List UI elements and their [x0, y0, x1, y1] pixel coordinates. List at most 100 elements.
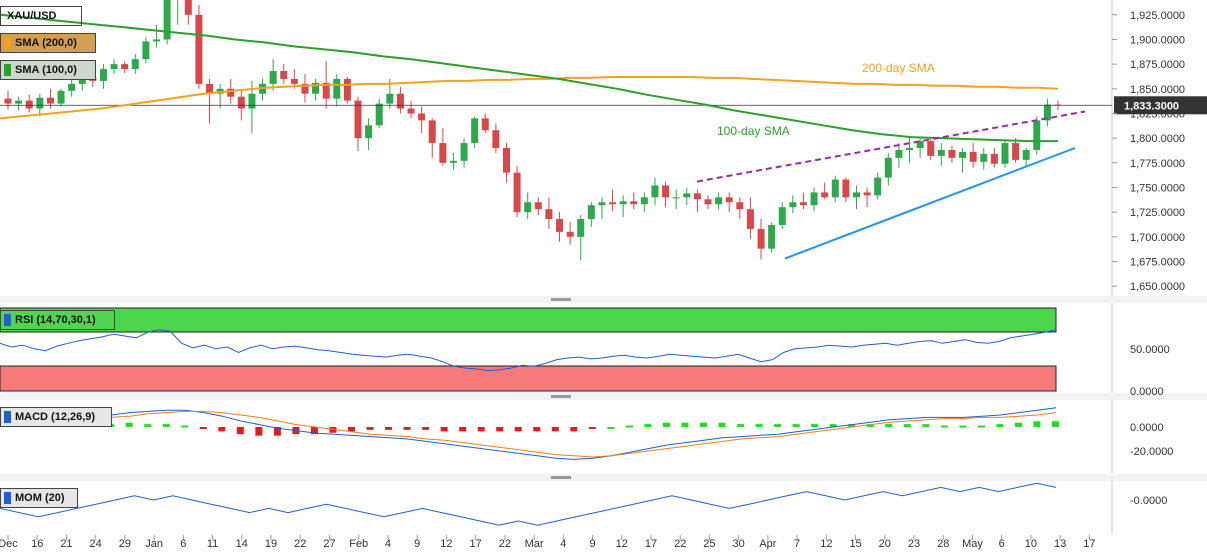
time-tick-label: 24 — [90, 538, 102, 550]
sma200-legend[interactable]: SMA (200,0) — [0, 33, 96, 53]
candle-body — [152, 39, 160, 42]
macd-histogram-bar — [310, 427, 318, 435]
candle-body — [757, 228, 765, 249]
last-price-tag — [1114, 96, 1207, 115]
candle-body — [142, 41, 150, 60]
time-tick-label: 29 — [119, 538, 131, 550]
macd-histogram-bar — [903, 424, 911, 427]
time-tick-label: 22 — [674, 538, 686, 550]
candle-body — [471, 118, 479, 144]
candle-body — [78, 76, 86, 84]
price-tick-label: 1,925.0000 — [1130, 10, 1185, 22]
time-axis: Dec 16 21 24 29 Jan 6 11 14 19 22 27 Feb 4 9 12 17 22 Mar 4… — [0, 535, 1096, 550]
time-tick-label: 14 — [236, 538, 248, 550]
macd-histogram-bar — [385, 427, 393, 430]
macd-histogram-bar — [551, 427, 559, 432]
rsi-swatch — [4, 314, 11, 326]
time-tick-label: 6 — [180, 538, 186, 550]
candle-body — [895, 149, 903, 158]
candle-body — [937, 149, 945, 156]
time-tick-label: 19 — [265, 538, 277, 550]
macd-histogram-bar — [644, 424, 652, 427]
candle-body — [15, 100, 23, 104]
candle-body — [333, 78, 341, 99]
time-tick-label: 11 — [207, 538, 218, 550]
macd-histogram-bar — [662, 422, 670, 427]
panel-resize-handle — [551, 298, 571, 301]
candle-body — [534, 202, 542, 210]
time-tick-label: Dec — [0, 538, 18, 550]
sma100-label: SMA (100,0) — [15, 64, 77, 76]
macd-legend[interactable]: MACD (12,26,9) — [0, 407, 112, 427]
time-tick-label: May — [962, 538, 983, 550]
sma200-line — [0, 76, 1059, 120]
candle-body — [969, 151, 977, 162]
candle-body — [513, 172, 521, 213]
macd-histogram-bar — [366, 427, 374, 430]
candle-body — [418, 113, 426, 121]
candle-body — [990, 153, 998, 164]
macd-histogram-bar — [459, 427, 467, 432]
candle-body — [301, 83, 309, 94]
macd-histogram-bar — [144, 424, 152, 427]
macd-histogram-bar — [477, 427, 485, 432]
macd-histogram-bar — [181, 425, 189, 428]
support-trendline — [784, 147, 1076, 260]
candle-body — [4, 98, 12, 104]
macd-histogram-bar — [533, 427, 541, 432]
candle-body — [768, 224, 776, 249]
grid-layer — [0, 0, 1207, 535]
candle-body — [46, 97, 54, 104]
price-axis: 1,925.0000 1,900.0000 1,875.0000 1,850.0000… — [1112, 10, 1185, 507]
candle-body — [906, 148, 914, 150]
sma200-swatch — [4, 37, 11, 49]
price-tick-label: 1,775.0000 — [1130, 158, 1185, 170]
macd-histogram-bar — [848, 424, 856, 427]
candle-body — [68, 83, 76, 91]
macd-tick-label: 0.0000 — [1130, 422, 1164, 434]
candle-body — [163, 0, 171, 40]
time-tick-label: 15 — [849, 538, 861, 550]
macd-histogram-bar — [607, 427, 615, 429]
price-tick-label: 1,650.0000 — [1130, 281, 1185, 293]
symbol-legend[interactable]: XAU/USD — [0, 6, 82, 26]
time-tick-label: 20 — [879, 538, 891, 550]
time-tick-label: 30 — [733, 538, 745, 550]
macd-histogram-bar — [1052, 421, 1059, 427]
candle-body — [959, 151, 967, 158]
panel-separator — [0, 474, 1207, 481]
candle-body — [640, 197, 648, 205]
time-tick-label: 10 — [1025, 538, 1037, 550]
candle-body — [810, 192, 818, 206]
macd-histogram-bar — [514, 427, 522, 432]
candle-body — [396, 93, 404, 109]
candle-body — [343, 78, 351, 101]
candle-body — [704, 199, 712, 205]
sma100-legend[interactable]: SMA (100,0) — [0, 60, 96, 80]
macd-histogram-bar — [199, 427, 207, 429]
candle-body — [322, 82, 330, 99]
candle-body — [1012, 143, 1020, 160]
sma100-swatch — [4, 64, 11, 76]
macd-histogram-bar — [755, 424, 763, 427]
time-tick-label: 12 — [440, 538, 452, 550]
time-tick-label: Jan — [145, 538, 163, 550]
rsi-legend[interactable]: RSI (14,70,30,1) — [0, 310, 115, 330]
candle-body — [481, 118, 489, 131]
candle-body — [36, 97, 44, 109]
indicator-panels — [0, 329, 1059, 526]
mom-legend[interactable]: MOM (20) — [0, 488, 78, 508]
candle-body — [577, 219, 585, 237]
panel-separator — [0, 296, 1207, 303]
candle-body — [121, 64, 129, 70]
candle-body — [566, 231, 574, 237]
candle-body — [874, 177, 882, 196]
candle-body — [492, 130, 500, 148]
macd-histogram-bar — [236, 427, 244, 435]
time-tick-label: 28 — [937, 538, 949, 550]
symbol-label: XAU/USD — [7, 10, 57, 22]
macd-histogram-bar — [440, 427, 448, 432]
candle-body — [746, 209, 754, 229]
price-tick-label: 1,750.0000 — [1130, 182, 1185, 194]
